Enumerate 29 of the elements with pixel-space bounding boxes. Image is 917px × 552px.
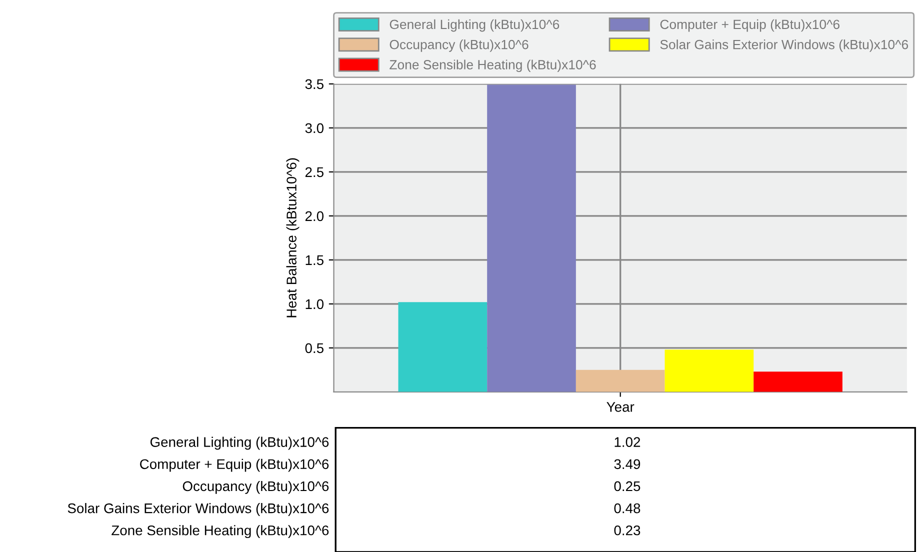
y-tick-label: 1.5 bbox=[306, 255, 324, 266]
text: 3.49 bbox=[614, 459, 640, 470]
y-tick-label: 3.5 bbox=[305, 79, 324, 90]
text: Occupancy (kBtu)x10^6 bbox=[182, 480, 329, 494]
y-tick-label: 0.5 bbox=[305, 343, 324, 354]
text: Zone Sensible Heating (kBtu)x10^6 bbox=[112, 525, 329, 538]
legend-label: Solar Gains Exterior Windows (kBtu)x10^6 bbox=[660, 40, 908, 52]
bar bbox=[754, 372, 842, 392]
bar bbox=[487, 84, 576, 392]
text: 0.25 bbox=[614, 481, 640, 492]
legend-label: Zone Sensible Heating (kBtu)x10^6 bbox=[390, 60, 596, 72]
bar bbox=[576, 370, 665, 392]
y-axis-title: Heat Balance (kBtux10^6) bbox=[286, 158, 300, 318]
text: Computer + Equip (kBtu)x10^6 bbox=[140, 458, 329, 472]
bar bbox=[664, 350, 754, 392]
y-tick-label: 1.0 bbox=[306, 299, 324, 310]
legend-label: Computer + Equip (kBtu)x10^6 bbox=[660, 19, 840, 32]
text: 0.48 bbox=[614, 503, 640, 514]
text: 0.23 bbox=[614, 525, 640, 536]
x-tick-label: Year bbox=[606, 402, 634, 412]
text: 1.02 bbox=[614, 437, 640, 447]
y-tick-label: 3.0 bbox=[305, 123, 324, 134]
legend-label: General Lighting (kBtu)x10^6 bbox=[390, 19, 560, 32]
y-tick-label: 2.5 bbox=[305, 167, 324, 178]
legend-label: Occupancy (kBtu)x10^6 bbox=[390, 40, 528, 52]
bar bbox=[398, 302, 488, 392]
y-tick-label: 2.0 bbox=[305, 211, 324, 222]
text: General Lighting (kBtu)x10^6 bbox=[150, 436, 329, 450]
text: Solar Gains Exterior Windows (kBtu)x10^6 bbox=[68, 503, 329, 516]
